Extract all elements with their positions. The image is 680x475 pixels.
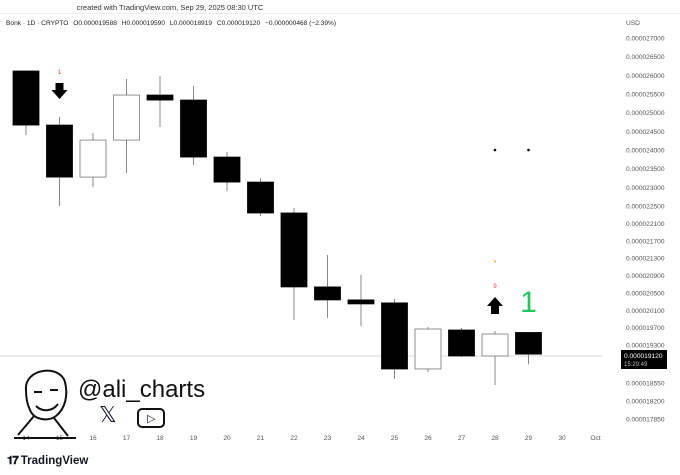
legend-low: L0.000018919 — [169, 20, 213, 27]
setup-marker — [494, 260, 496, 263]
y-tick-label: 0.000018550 — [626, 381, 665, 388]
y-tick-label: 0.000025000 — [626, 110, 665, 117]
candle — [213, 152, 241, 192]
candlestick-chart[interactable]: USD 0.000027000 0.000026500 0.000026000 0.0… — [0, 0, 680, 450]
avatar-illustration — [14, 369, 76, 439]
x-tick-label: 20 — [223, 435, 231, 442]
legend-open: O0.000019588 — [73, 20, 117, 27]
y-tick-label: 0.000020100 — [626, 308, 665, 315]
youtube-icon: ▷ — [137, 408, 165, 428]
candle — [280, 207, 308, 320]
candle — [314, 254, 341, 318]
currency-label: USD — [626, 20, 640, 27]
candle-body — [113, 94, 140, 141]
candle-body — [347, 299, 375, 305]
x-tick-label: 25 — [391, 435, 399, 442]
signal-dot — [493, 148, 497, 152]
x-tick-label: 29 — [525, 435, 533, 442]
candle — [79, 133, 107, 188]
candle — [46, 117, 73, 206]
legend-high: H0.000019590 — [121, 20, 166, 27]
y-tick-label: 0.000021700 — [626, 238, 665, 245]
y-tick-label: 0.000021300 — [626, 256, 665, 263]
candle — [448, 328, 475, 358]
x-tick-label: 30 — [558, 435, 566, 442]
x-tick-label: 21 — [257, 435, 265, 442]
sequential-count: 1 — [58, 70, 62, 76]
candle-body — [381, 302, 408, 370]
x-tick-label: 19 — [190, 435, 198, 442]
y-tick-label: 0.000024000 — [626, 148, 665, 155]
author-handle: @ali_charts — [78, 376, 206, 403]
candle-body — [515, 332, 542, 355]
y-tick-label: 0.000022100 — [626, 221, 665, 228]
candle-body — [12, 70, 40, 126]
candle-body — [79, 139, 107, 178]
legend-change: −0.000000468 (−2.39%) — [264, 20, 337, 27]
last-price-value: 0.000019120 — [624, 353, 663, 360]
y-tick-label: 0.000026000 — [626, 73, 665, 80]
x-tick-label: 18 — [156, 435, 164, 442]
legend-symbol: Bonk · 1D · CRYPTO — [6, 20, 69, 27]
candle — [146, 76, 174, 128]
x-tick-label: 22 — [290, 435, 298, 442]
bar-countdown: 15:29:49 — [624, 362, 648, 368]
x-tick-label: Oct — [590, 435, 600, 442]
candle-body — [481, 333, 509, 357]
candle — [381, 298, 408, 379]
x-tick-label: 28 — [491, 435, 499, 442]
chart-frame — [0, 13, 680, 449]
y-tick-label: 0.000019300 — [626, 343, 665, 350]
y-tick-label: 0.000020900 — [626, 273, 665, 280]
y-tick-label: 0.000026500 — [626, 54, 665, 61]
candle-body — [46, 124, 73, 178]
x-tick-label: 24 — [357, 435, 365, 442]
candle-body — [414, 328, 442, 370]
candle — [180, 86, 207, 166]
candle-body — [213, 156, 241, 183]
candle-body — [314, 286, 341, 301]
x-tick-label: 26 — [424, 435, 432, 442]
x-tick-label: 16 — [89, 435, 97, 442]
sequential-count: 9 — [493, 284, 497, 290]
sell-arrow-icon — [51, 83, 68, 99]
y-tick-label: 0.000027000 — [626, 36, 665, 43]
signal-dot — [527, 148, 530, 152]
candle-body — [180, 99, 207, 158]
y-tick-label: 0.000023000 — [626, 185, 665, 192]
candle-body — [146, 94, 174, 101]
candle — [247, 178, 274, 216]
tradingview-logo: 𝟏𝟕 TradingView — [7, 455, 88, 468]
y-tick-label: 0.000019700 — [626, 325, 665, 332]
candle-body — [280, 212, 308, 288]
candle — [515, 332, 542, 365]
tradingview-logo-text: TradingView — [20, 455, 89, 467]
y-tick-label: 0.000020500 — [626, 290, 665, 297]
x-tick-label: 27 — [458, 435, 466, 442]
signal-label: 1 — [520, 286, 537, 319]
legend-close: C0.000019120 — [216, 20, 261, 27]
y-tick-label: 0.000017850 — [626, 417, 665, 424]
candle-body — [247, 181, 274, 214]
candle — [113, 79, 140, 174]
buy-arrow-icon — [487, 297, 503, 314]
candle — [414, 327, 442, 372]
y-tick-label: 0.000025500 — [626, 92, 665, 99]
y-tick-label: 0.000024500 — [626, 129, 665, 136]
credit-text: created with TradingView.com, Sep 29, 20… — [76, 3, 264, 12]
y-tick-label: 0.000023500 — [626, 166, 665, 173]
candle — [481, 331, 509, 386]
x-tick-label: 23 — [324, 435, 332, 442]
symbol-legend: Bonk · 1D · CRYPTO O0.000019588 H0.00001… — [6, 20, 339, 27]
y-tick-label: 0.000018200 — [626, 399, 665, 406]
x-logo-icon: 𝕏 — [99, 402, 117, 427]
candle-body — [448, 329, 475, 357]
candle — [347, 274, 375, 326]
x-tick-label: 17 — [123, 435, 131, 442]
tradingview-mark-icon: 𝟏𝟕 — [7, 455, 19, 467]
candle — [12, 70, 40, 136]
y-tick-label: 0.000022500 — [626, 204, 665, 211]
last-price-badge — [621, 350, 667, 369]
